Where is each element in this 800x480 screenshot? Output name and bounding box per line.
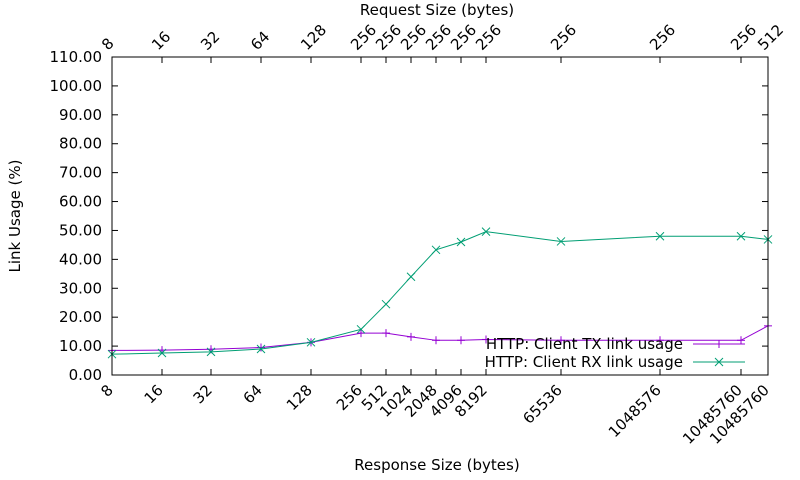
data-point — [432, 336, 440, 345]
top-tick-label: 16 — [148, 28, 174, 54]
data-point — [482, 335, 490, 344]
y-tick-label: 50.00 — [59, 221, 102, 239]
marker-stroke — [456, 237, 466, 247]
data-point — [407, 332, 415, 341]
data-point — [406, 272, 416, 282]
top-tick-label: 64 — [247, 28, 273, 54]
marker-stroke — [655, 231, 665, 241]
x-tick-label: 1048576 — [605, 381, 665, 441]
data-point — [556, 237, 566, 246]
data-point — [257, 343, 265, 352]
marker-stroke — [406, 272, 416, 282]
top-tick-label: 256 — [727, 21, 760, 54]
x-tick-label: 16 — [141, 381, 167, 407]
data-point — [381, 299, 391, 309]
data-point — [431, 245, 441, 255]
data-point — [557, 336, 565, 345]
marker-stroke — [381, 299, 391, 309]
y-tick-label: 110.00 — [50, 48, 103, 66]
data-point — [157, 348, 167, 358]
data-point — [357, 329, 365, 338]
data-point — [737, 336, 745, 345]
legend: HTTP: Client TX link usage HTTP: Client … — [485, 335, 745, 371]
data-point — [736, 231, 746, 241]
y-tick-label: 20.00 — [59, 308, 102, 326]
legend-marker — [715, 340, 723, 348]
plot-frame — [111, 56, 769, 376]
x-tick-label: 128 — [283, 381, 316, 414]
marker-stroke — [206, 347, 216, 357]
y-tick-label: 30.00 — [59, 279, 102, 297]
data-point — [206, 347, 216, 357]
y-tick-label: 10.00 — [59, 337, 102, 355]
marker-stroke — [736, 231, 746, 241]
marker-stroke — [714, 357, 724, 367]
legend-marker — [714, 357, 724, 367]
data-point — [382, 329, 390, 338]
top-tick-label: 256 — [547, 21, 580, 54]
data-point — [457, 336, 465, 345]
data-point — [481, 227, 491, 236]
top-tick-label: 256 — [646, 21, 679, 54]
top-axis-title: Request Size (bytes) — [360, 1, 514, 19]
legend-label-rx: HTTP: Client RX link usage — [485, 353, 683, 371]
x-axis-title: Response Size (bytes) — [354, 456, 519, 474]
data-point — [656, 336, 664, 345]
top-tick-label: 128 — [297, 21, 330, 54]
y-tick-label: 100.00 — [50, 77, 103, 95]
x-tick-label: 32 — [190, 381, 216, 407]
legend-label-tx: HTTP: Client TX link usage — [486, 335, 683, 353]
data-point — [356, 324, 366, 334]
x-tick-label: 8 — [97, 381, 116, 400]
marker-stroke — [481, 227, 491, 236]
data-point — [655, 231, 665, 241]
y-tick-label: 0.00 — [69, 366, 102, 384]
y-tick-label: 80.00 — [59, 135, 102, 153]
x-tick-label: 65536 — [519, 381, 565, 427]
x-tick-label: 64 — [240, 381, 266, 407]
marker-stroke — [556, 237, 566, 246]
data-point — [256, 344, 266, 354]
data-point — [456, 237, 466, 247]
y-axis-ticks: 0.00 10.00 20.00 30.00 40.00 50.00 60.00 70.00 8… — [50, 48, 768, 384]
top-tick-label: 256 — [472, 21, 505, 54]
top-tick-label: 512 — [754, 21, 787, 54]
marker-stroke — [256, 344, 266, 354]
y-axis-title: Link Usage (%) — [6, 160, 24, 273]
marker-stroke — [157, 348, 167, 358]
marker-stroke — [306, 337, 316, 347]
y-tick-label: 70.00 — [59, 164, 102, 182]
legend-entry-rx: HTTP: Client RX link usage — [485, 353, 745, 371]
marker-stroke — [356, 324, 366, 334]
marker-stroke — [431, 245, 441, 255]
y-tick-label: 40.00 — [59, 250, 102, 268]
y-tick-label: 90.00 — [59, 106, 102, 124]
top-tick-label: 32 — [197, 28, 223, 54]
legend-entry-tx: HTTP: Client TX link usage — [486, 335, 745, 353]
y-tick-label: 60.00 — [59, 193, 102, 211]
data-point — [306, 337, 316, 347]
